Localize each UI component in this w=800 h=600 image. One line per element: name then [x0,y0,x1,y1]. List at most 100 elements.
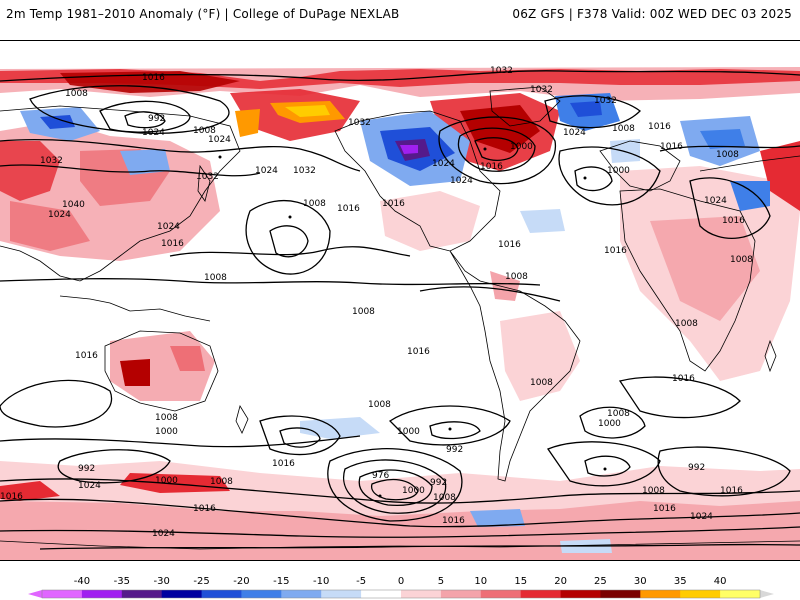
isobar-label: 1008 [642,486,665,496]
isobar-label: 1016 [720,486,743,496]
isobar-label: 1008 [193,126,216,136]
isobar-label: 1008 [204,273,227,283]
legend-tick-label: 5 [438,576,444,587]
legend-arrow-low [28,590,42,598]
map-title: 2m Temp 1981–2010 Anomaly (°F) | College… [6,7,400,21]
legend-swatch [121,590,163,598]
isobar-label: 1032 [196,172,219,182]
legend-tick-label: -35 [114,576,130,587]
legend-tick-label: 15 [514,576,527,587]
isobar-label: 1024 [432,159,455,169]
isobar-label: 1024 [157,222,180,232]
legend-swatches [28,589,774,599]
isobar-label: 1016 [604,246,627,256]
legend-colorbar: -40 -35 -30 -25 -20 -15 -10 -5 0 5 10 15 20 25 30 35 40 [28,576,774,599]
isobar-label: 1024 [704,196,727,206]
isobar-label: 1008 [433,493,456,503]
isobar-label: 1024 [563,128,586,138]
isobar-label: 1016 [142,73,165,83]
isobar-label: 1016 [382,199,405,209]
legend-tick-label: 30 [634,576,647,587]
isobar-label: 1000 [155,427,178,437]
isobar-label: 1008 [303,199,326,209]
legend-swatch [42,590,83,598]
isobars [0,70,800,550]
isobar-label: 1008 [505,272,528,282]
legend-tick-label: 40 [714,576,727,587]
legend-tick-label: -25 [193,576,209,587]
isobar-label: 1008 [65,89,88,99]
isobar-labels: 1016 1008 992 1024 1008 1032 1032 1032 1… [0,66,753,539]
isobar-label: 1024 [48,210,71,220]
pressure-centers [218,147,607,498]
isobar-label: 1016 [480,162,503,172]
legend-swatch [321,590,362,598]
legend-tick-label: 0 [398,576,404,587]
isobar-label: 1016 [337,204,360,214]
legend-tick-label: 25 [594,576,607,587]
color-legend: -40 -35 -30 -25 -20 -15 -10 -5 0 5 10 15 20 25 30 35 40 [0,570,800,600]
legend-tick-label: 10 [474,576,487,587]
isobar-label: 992 [688,463,705,473]
isobar-label: 1024 [78,481,101,491]
isobar-label: 1016 [161,239,184,249]
isobar-label: 1016 [648,122,671,132]
isobar-label: 1008 [675,319,698,329]
isobar-label: 1024 [142,128,165,138]
isobar-label: 1000 [607,166,630,176]
legend-swatch [401,590,442,598]
legend-swatch [560,590,601,598]
isobar-label: 1024 [208,135,231,145]
legend-swatch [361,590,402,598]
legend-tick-label: -15 [273,576,289,587]
coastlines [0,86,800,550]
isobar-label: 1008 [368,400,391,410]
isobar-label: 1024 [152,529,175,539]
isobar-label: 1000 [510,142,533,152]
legend-swatch [161,590,203,598]
model-run-info: 06Z GFS | F378 Valid: 00Z WED DEC 03 202… [512,7,792,21]
legend-tick-label: -30 [154,576,170,587]
isobar-label: 1032 [40,156,63,166]
legend-ticks: -40 -35 -30 -25 -20 -15 -10 -5 0 5 10 15 20 25 30 35 40 [74,576,727,587]
isobar-label: 1000 [402,486,425,496]
isobar-label: 1016 [407,347,430,357]
isobar-label: 1016 [653,504,676,514]
isobar-label: 1016 [498,240,521,250]
isobar-label: 1008 [210,477,233,487]
legend-tick-label: 35 [674,576,687,587]
legend-swatch [440,590,482,598]
legend-arrow-high [760,590,774,598]
isobar-label: 1024 [255,166,278,176]
anomaly-map: 1016 1008 992 1024 1008 1032 1032 1032 1… [0,40,800,561]
isobar-label: 1008 [716,150,739,160]
legend-swatch [201,590,242,598]
isobar-label: 1016 [672,374,695,384]
isobar-label: 976 [372,471,389,481]
legend-swatch [241,590,282,598]
isobar-label: 992 [430,478,447,488]
isobar-label: 1024 [690,512,713,522]
isobar-label: 1016 [0,492,23,502]
isobar-label: 1008 [730,255,753,265]
isobar-label: 1016 [442,516,465,526]
isobar-label: 1000 [598,419,621,429]
isobar-label: 1024 [450,176,473,186]
isobar-label: 1008 [155,413,178,423]
legend-tick-label: 20 [554,576,567,587]
isobar-label: 1016 [722,216,745,226]
isobar-label: 1000 [155,476,178,486]
isobar-label: 1016 [660,142,683,152]
map-header: 2m Temp 1981–2010 Anomaly (°F) | College… [0,0,800,30]
isobar-label: 1008 [607,409,630,419]
legend-swatch [720,590,761,598]
legend-tick-label: -10 [313,576,329,587]
isobar-label: 992 [148,114,165,124]
isobar-label: 1032 [490,66,513,76]
isobar-label: 1040 [62,200,85,210]
legend-tick-label: -20 [233,576,249,587]
isobar-label: 1000 [397,427,420,437]
isobar-label: 1008 [352,307,375,317]
isobar-label: 1016 [75,351,98,361]
isobar-label: 1032 [530,85,553,95]
